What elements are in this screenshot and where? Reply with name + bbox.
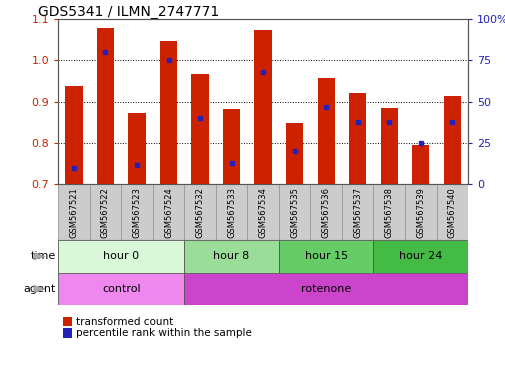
Bar <box>89 184 121 240</box>
Bar <box>223 109 240 184</box>
Text: GSM567535: GSM567535 <box>289 187 298 238</box>
Text: hour 24: hour 24 <box>398 251 441 262</box>
Bar <box>160 41 177 184</box>
Bar <box>254 30 271 184</box>
Bar <box>317 78 334 184</box>
Text: GSM567521: GSM567521 <box>69 187 78 238</box>
Text: GSM567524: GSM567524 <box>164 187 173 238</box>
Text: GSM567522: GSM567522 <box>101 187 110 238</box>
Bar <box>121 184 153 240</box>
Bar <box>373 184 404 240</box>
Text: GSM567533: GSM567533 <box>227 187 236 238</box>
Text: transformed count: transformed count <box>76 317 173 327</box>
Text: GDS5341 / ILMN_2747771: GDS5341 / ILMN_2747771 <box>38 5 219 19</box>
Bar <box>411 145 429 184</box>
Bar <box>65 86 82 184</box>
Text: GSM567523: GSM567523 <box>132 187 141 238</box>
Bar <box>278 184 310 240</box>
Bar <box>348 93 366 184</box>
Text: hour 8: hour 8 <box>213 251 249 262</box>
Text: GSM567538: GSM567538 <box>384 187 393 238</box>
Text: control: control <box>102 284 140 294</box>
Text: time: time <box>30 251 56 262</box>
Bar <box>58 240 184 273</box>
Text: hour 0: hour 0 <box>103 251 139 262</box>
Bar <box>443 96 460 184</box>
Bar <box>96 28 114 184</box>
Bar <box>404 184 436 240</box>
Bar <box>184 240 278 273</box>
Text: GSM567537: GSM567537 <box>352 187 362 238</box>
Bar <box>58 273 184 305</box>
Text: percentile rank within the sample: percentile rank within the sample <box>76 328 251 338</box>
Text: GSM567540: GSM567540 <box>447 187 456 238</box>
Bar <box>191 74 209 184</box>
Bar <box>216 184 247 240</box>
Bar <box>380 108 397 184</box>
Text: GSM567534: GSM567534 <box>258 187 267 238</box>
Text: rotenone: rotenone <box>300 284 350 294</box>
Bar <box>184 273 467 305</box>
Bar <box>247 184 278 240</box>
Bar <box>341 184 373 240</box>
Bar <box>153 184 184 240</box>
Bar <box>310 184 341 240</box>
Bar <box>184 184 216 240</box>
Text: GSM567532: GSM567532 <box>195 187 204 238</box>
Bar <box>58 184 89 240</box>
Text: agent: agent <box>23 284 56 294</box>
Text: GSM567536: GSM567536 <box>321 187 330 238</box>
Bar <box>285 123 302 184</box>
Text: GSM567539: GSM567539 <box>416 187 424 238</box>
Text: hour 15: hour 15 <box>304 251 347 262</box>
Bar <box>373 240 467 273</box>
Bar <box>278 240 373 273</box>
Bar <box>436 184 467 240</box>
Bar <box>128 113 145 184</box>
